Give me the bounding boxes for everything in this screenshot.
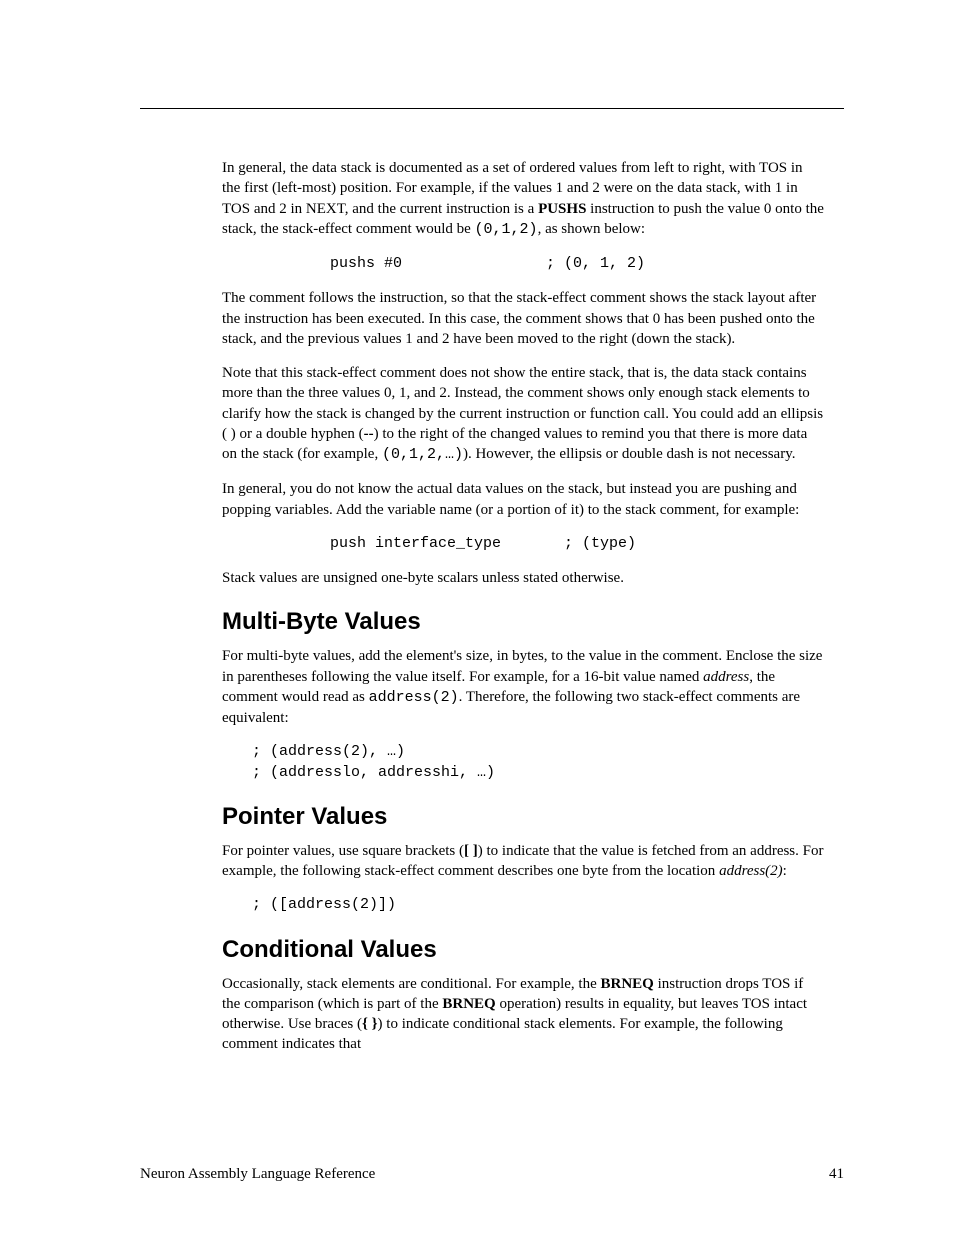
para-pointer-1-text-c: : bbox=[783, 863, 787, 879]
code-block-2: push interface_type ; (type) bbox=[330, 534, 824, 554]
footer: Neuron Assembly Language Reference 41 bbox=[140, 1166, 844, 1183]
para-pointer-1-text-a: For pointer values, use square brackets … bbox=[222, 843, 464, 859]
para-4: In general, you do not know the actual d… bbox=[222, 479, 824, 520]
para-cond-1-bold-1: BRNEQ bbox=[600, 976, 653, 992]
code-block-pointer-1: ; ([address(2)]) bbox=[252, 895, 824, 915]
para-1-bold-1: PUSHS bbox=[538, 201, 586, 217]
content-area: In general, the data stack is documented… bbox=[222, 158, 824, 1069]
para-1: In general, the data stack is documented… bbox=[222, 158, 824, 240]
code-block-multi-1: ; (address(2), …) ; (addresslo, addressh… bbox=[252, 742, 824, 783]
para-3: Note that this stack-effect comment does… bbox=[222, 363, 824, 465]
para-cond-1-bold-3: { } bbox=[362, 1016, 378, 1032]
para-multi-1-code-1: address(2) bbox=[369, 689, 459, 706]
para-multi-1-ital-1: address bbox=[703, 669, 749, 685]
para-2: The comment follows the instruction, so … bbox=[222, 288, 824, 349]
para-1-text-c: , as shown below: bbox=[538, 221, 646, 237]
page: In general, the data stack is documented… bbox=[0, 0, 954, 1235]
para-cond-1-text-a: Occasionally, stack elements are conditi… bbox=[222, 976, 600, 992]
para-multi-1: For multi-byte values, add the element's… bbox=[222, 646, 824, 728]
heading-pointer: Pointer Values bbox=[222, 803, 824, 831]
para-cond-1: Occasionally, stack elements are conditi… bbox=[222, 974, 824, 1055]
header-rule bbox=[140, 108, 844, 109]
para-3-text-c: ). However, the ellipsis or double dash … bbox=[463, 446, 796, 462]
para-pointer-1-ital-1: address(2) bbox=[719, 863, 783, 879]
footer-left: Neuron Assembly Language Reference bbox=[140, 1166, 375, 1183]
para-3-bold-1: -- bbox=[364, 426, 374, 442]
para-1-code-1: (0,1,2) bbox=[475, 221, 538, 238]
para-pointer-1: For pointer values, use square brackets … bbox=[222, 841, 824, 882]
footer-page-number: 41 bbox=[829, 1166, 844, 1183]
heading-conditional: Conditional Values bbox=[222, 936, 824, 964]
heading-multi-byte: Multi-Byte Values bbox=[222, 608, 824, 636]
code-block-1: pushs #0 ; (0, 1, 2) bbox=[330, 254, 824, 274]
para-cond-1-bold-2: BRNEQ bbox=[442, 996, 495, 1012]
para-3-code-1: (0,1,2,…) bbox=[382, 446, 463, 463]
para-5: Stack values are unsigned one-byte scala… bbox=[222, 568, 824, 588]
para-pointer-1-bold-1: [ ] bbox=[464, 843, 478, 859]
